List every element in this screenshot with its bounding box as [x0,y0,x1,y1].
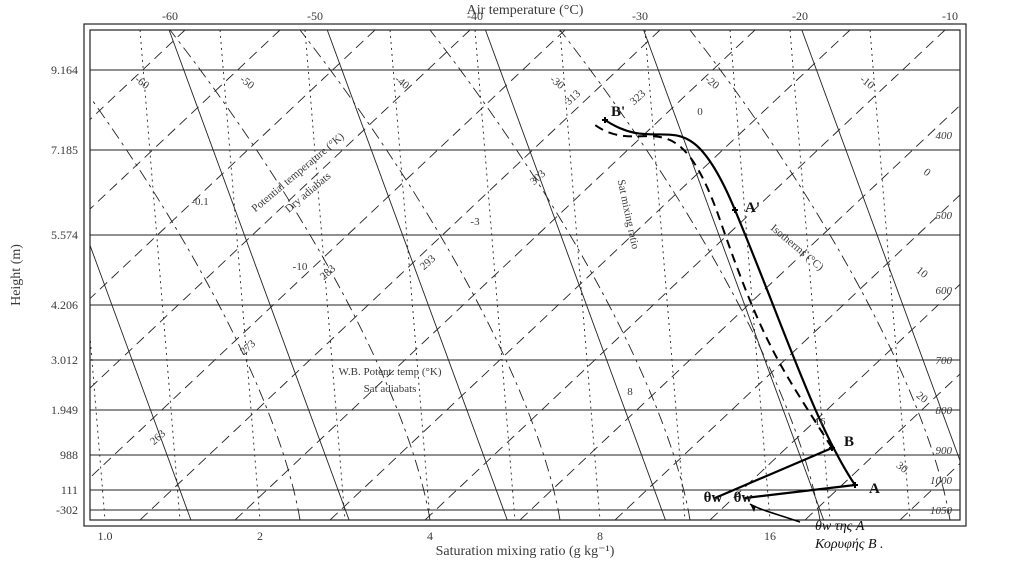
handwriting-2: Κορυφής B . [814,537,884,552]
height-label: 988 [60,448,78,462]
y-axis-label: Height (m) [9,244,24,306]
height-label: -302 [56,503,78,517]
mixing-tick: 2 [257,529,263,543]
pressure-label: 700 [936,355,953,367]
mixing-tick: 4 [427,529,433,543]
pressure-label: 800 [936,405,953,417]
temp-tick: -20 [792,9,808,23]
temp-tick: -60 [162,9,178,23]
temp-tick: -30 [632,9,648,23]
annotation-arrow [750,504,800,522]
point-b2: B' [611,104,625,120]
x-axis-top-label: Air temperature (°C) [467,3,584,18]
isotherm-inline-label: 30 [894,460,910,477]
pressure-label: 500 [936,210,953,222]
isotherm-inline-label: -10 [857,73,876,92]
temp-tick: -10 [942,9,958,23]
pressure-label: 1050 [930,505,953,517]
small-value: 0 [697,106,703,118]
dry-adiabat-inline-label: 263 [148,427,169,447]
temp-tick: -50 [307,9,323,23]
temp-tick: -40 [467,9,483,23]
isotherm-inline-label: -20 [702,73,721,92]
small-value: -0.1 [191,196,208,208]
theta-w-a: θw [734,490,753,506]
dry-adiabat-inline-label: 313 [563,87,584,107]
legend-sat: Sat adiabats [364,383,417,395]
small-value: 8 [627,386,633,398]
point-b: B [844,434,854,450]
height-label: 4.206 [51,298,78,312]
height-label: 5.574 [51,228,78,242]
dry-adiabat-inline-label: 323 [628,87,649,107]
isotherm-inline-label: -40 [392,73,411,92]
pressure-label: 400 [936,130,953,142]
legend-wb: W.B. Potent. temp (°K) [339,366,442,378]
chart-svg: Air temperature (°C) Saturation mixing ra… [0,0,1023,570]
tephigram-chart: Air temperature (°C) Saturation mixing ra… [0,0,1023,570]
isotherm-inline-label: -50 [237,73,256,92]
height-label: 7.185 [51,143,78,157]
mixing-tick: 8 [597,529,603,543]
isotherm-inline-label: -30 [547,73,566,92]
dry-adiabat-inline-label: 273 [238,337,259,357]
height-label: 9.164 [51,63,78,77]
theta-w-b: θw [704,490,723,506]
isotherm-inline-label: 20 [914,390,930,407]
point-a: A [869,481,880,497]
small-value: -10 [293,261,308,273]
legend-mix: Sat mixing ratio [615,178,642,250]
isotherm-inline-label: -60 [132,73,151,92]
pressure-label: 600 [936,285,953,297]
point-a2: A' [745,200,760,216]
pressure-label: 1000 [930,475,953,487]
small-value: 16 [815,416,827,428]
isotherm-inline-label: 10 [914,265,930,282]
annotation-arrowhead [750,504,756,512]
height-label: 111 [61,483,78,497]
isotherm-inline-label: 0 [921,166,933,179]
height-label: 3.012 [51,353,78,367]
pressure-label: 900 [936,445,953,457]
small-value: -3 [470,216,480,228]
mixing-tick: 16 [764,529,776,543]
dry-adiabat-inline-label: 303 [528,167,549,187]
mixing-tick: 1.0 [98,529,113,543]
handwriting-1: θw της A [815,519,865,534]
height-label: 1.949 [51,403,78,417]
legend-iso: Isotherms (°C) [768,222,826,273]
x-axis-bottom-label: Saturation mixing ratio (g kg⁻¹) [436,544,615,559]
